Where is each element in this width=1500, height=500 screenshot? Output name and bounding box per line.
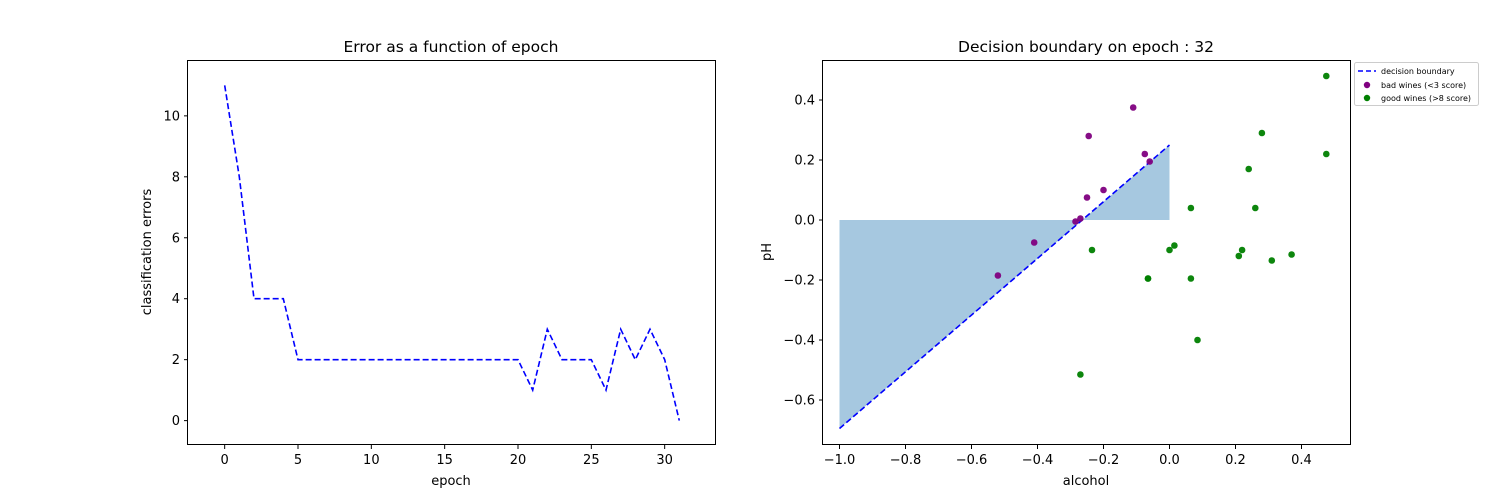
good-wine-point xyxy=(1187,275,1195,282)
boundary-chart-ytick-label: 0.2 xyxy=(794,154,815,169)
good-wine-point xyxy=(1235,252,1243,260)
error-chart-xlabel: epoch xyxy=(431,474,471,489)
boundary-chart-xtick-label: −1.0 xyxy=(824,453,856,468)
error-chart-xtick-label: 0 xyxy=(221,453,229,468)
bad-wine-point xyxy=(1077,215,1084,222)
error-chart-yticks: 0 2 4 6 8 10 xyxy=(163,109,188,429)
legend-swatch-good xyxy=(1363,94,1371,102)
error-chart-frame xyxy=(187,60,716,445)
bad-wine-point xyxy=(1100,186,1107,194)
good-wine-point xyxy=(1258,129,1266,137)
good-wine-point xyxy=(1323,150,1330,158)
bad-wine-point xyxy=(1083,194,1091,201)
error-chart-xticks: 0 5 10 15 20 25 30 xyxy=(221,445,673,468)
boundary-line xyxy=(838,144,1171,430)
error-chart: Error as a function of epoch epoch class… xyxy=(140,38,716,489)
good-wine-point xyxy=(1144,275,1152,282)
good-wine-point xyxy=(1252,204,1259,212)
bad-wine-point xyxy=(1129,104,1137,111)
error-chart-ytick-label: 10 xyxy=(163,109,180,124)
boundary-chart-ytick-label: −0.2 xyxy=(783,274,815,289)
error-chart-xtick-label: 15 xyxy=(436,453,453,468)
good-wine-point xyxy=(1194,336,1201,344)
good-wine-point xyxy=(1288,251,1295,258)
good-wine-point xyxy=(1245,165,1252,173)
boundary-chart-xlabel: alcohol xyxy=(1063,474,1109,489)
error-series-line xyxy=(223,85,681,421)
bad-wine-point xyxy=(994,272,1002,279)
error-chart-xtick-label: 30 xyxy=(656,453,673,468)
good-wine-point xyxy=(1238,246,1246,254)
boundary-chart-ytick-label: 0.4 xyxy=(794,94,815,109)
legend-swatch-bad xyxy=(1363,81,1371,89)
legend-label-bad: bad wines (<3 score) xyxy=(1381,81,1466,90)
bad-wine-point xyxy=(1085,132,1092,140)
good-wine-point xyxy=(1077,371,1084,378)
error-chart-ytick-label: 0 xyxy=(172,414,180,429)
error-chart-ylabel: classification errors xyxy=(140,189,155,316)
error-chart-ytick-label: 6 xyxy=(172,231,180,246)
error-chart-ytick-label: 2 xyxy=(172,353,180,368)
good-wine-point xyxy=(1323,72,1330,80)
legend-label-boundary: decision boundary xyxy=(1381,67,1455,76)
boundary-chart-xtick-label: 0.0 xyxy=(1159,453,1180,468)
bad-wine-point xyxy=(1141,150,1149,158)
decision-boundary-line xyxy=(838,144,1171,430)
legend-label-good: good wines (>8 score) xyxy=(1381,94,1471,103)
boundary-chart-xticks: −1.0 −0.8 −0.6 −0.4 −0.2 0.0 0.2 0.4 xyxy=(824,445,1312,468)
good-wine-point xyxy=(1171,242,1178,249)
error-chart-xtick-label: 20 xyxy=(510,453,527,468)
boundary-chart: Decision boundary on epoch : 32 alcohol … xyxy=(760,38,1351,489)
boundary-chart-xtick-label: 0.2 xyxy=(1225,453,1246,468)
boundary-chart-yticks: −0.6 −0.4 −0.2 0.0 0.2 0.4 xyxy=(783,94,823,409)
error-chart-xtick-label: 10 xyxy=(363,453,380,468)
legend: decision boundary bad wines (<3 score) g… xyxy=(1354,62,1479,106)
boundary-chart-ytick-label: 0.0 xyxy=(794,214,815,229)
good-wine-point xyxy=(1166,246,1173,254)
good-wine-point xyxy=(1088,246,1096,254)
boundary-chart-xtick-label: −0.8 xyxy=(890,453,922,468)
boundary-points xyxy=(994,72,1330,378)
boundary-chart-xtick-label: 0.4 xyxy=(1291,453,1312,468)
boundary-chart-xtick-label: −0.2 xyxy=(1088,453,1120,468)
bad-wine-point xyxy=(1030,239,1038,246)
error-chart-xtick-label: 25 xyxy=(583,453,600,468)
bad-wine-point xyxy=(1146,158,1153,165)
boundary-chart-frame xyxy=(822,60,1351,445)
bad-wine-point xyxy=(1072,218,1079,225)
error-chart-title: Error as a function of epoch xyxy=(344,38,559,56)
boundary-chart-ytick-label: −0.4 xyxy=(783,334,815,349)
error-chart-xtick-label: 5 xyxy=(294,453,302,468)
boundary-chart-ytick-label: −0.6 xyxy=(783,394,815,409)
boundary-chart-ylabel: pH xyxy=(760,243,775,261)
boundary-chart-xtick-label: −0.4 xyxy=(1022,453,1054,468)
boundary-chart-xtick-label: −0.6 xyxy=(956,453,988,468)
error-chart-plot xyxy=(223,85,681,421)
error-chart-ytick-label: 8 xyxy=(172,170,180,185)
legend-box xyxy=(1354,62,1479,106)
error-chart-ytick-label: 4 xyxy=(172,292,180,307)
good-wine-point xyxy=(1187,204,1195,212)
boundary-chart-title: Decision boundary on epoch : 32 xyxy=(958,38,1214,56)
good-wine-point xyxy=(1268,257,1276,264)
